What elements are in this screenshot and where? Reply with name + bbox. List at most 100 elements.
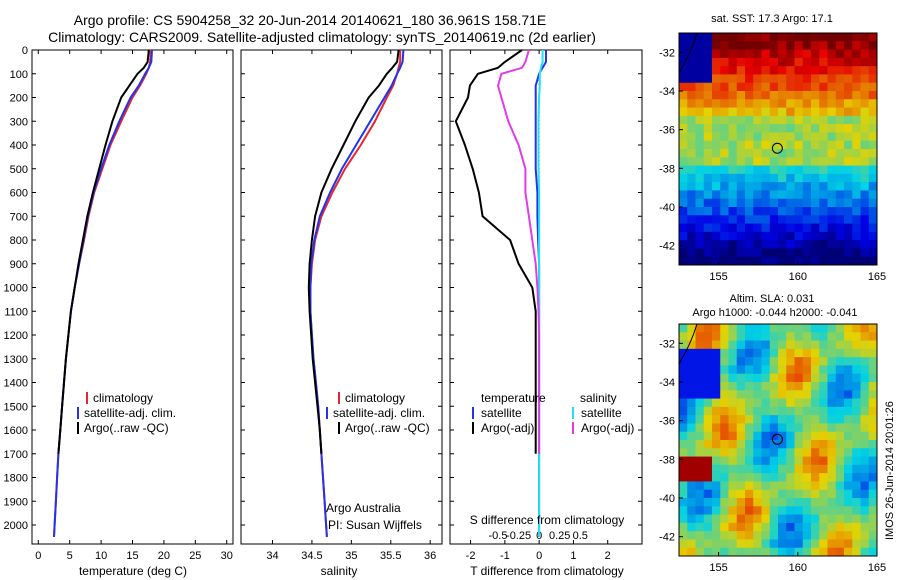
heatmap-cell — [712, 66, 721, 75]
heatmap-cell — [794, 190, 804, 200]
heatmap-cell — [835, 207, 845, 216]
heatmap-cell — [835, 514, 845, 524]
heatmap-cell — [827, 115, 837, 125]
heatmap-cell — [860, 157, 870, 167]
heatmap-cell — [852, 115, 861, 125]
map-y-tick-label: -38 — [659, 454, 675, 466]
heatmap-cell — [811, 215, 820, 225]
heatmap-cell — [720, 332, 729, 342]
heatmap-cell — [679, 448, 688, 458]
heatmap-cell — [827, 332, 837, 342]
heatmap-cell — [761, 57, 771, 67]
heatmap-cell — [703, 473, 713, 482]
heatmap-cell — [703, 248, 713, 258]
heatmap-cell — [794, 332, 804, 342]
heatmap-cell — [728, 149, 738, 158]
heatmap-cell — [769, 66, 779, 75]
heatmap-cell — [794, 481, 804, 491]
heatmap-cell — [720, 99, 729, 109]
heatmap-cell — [827, 440, 837, 449]
y-tick-label: 1400 — [4, 378, 28, 390]
heatmap-cell — [835, 464, 845, 474]
temperature-xlabel: temperature (deg C) — [79, 564, 187, 578]
heatmap-cell — [703, 82, 713, 92]
heatmap-cell — [695, 481, 705, 491]
heatmap-cell — [778, 390, 787, 400]
sst-map-frame — [678, 32, 878, 266]
heatmap-cell — [712, 448, 721, 458]
heatmap-cell — [868, 91, 878, 100]
heatmap-cell — [835, 49, 845, 59]
y-tick-label: 700 — [10, 211, 28, 223]
heatmap-cell — [794, 74, 804, 84]
heatmap-cell — [712, 74, 721, 84]
heatmap-cell — [852, 382, 861, 391]
heatmap-cell — [703, 231, 713, 241]
y-tick-label: 800 — [10, 235, 28, 247]
heatmap-cell — [679, 173, 688, 183]
heatmap-cell — [679, 33, 688, 42]
heatmap-cell — [794, 398, 804, 408]
map-y-tick-label: -42 — [659, 241, 675, 253]
heatmap-cell — [769, 107, 779, 117]
heatmap-cell — [802, 198, 812, 208]
heatmap-cell — [802, 223, 812, 233]
heatmap-cell — [687, 33, 696, 42]
heatmap-cell — [778, 357, 787, 366]
heatmap-cell — [786, 49, 795, 59]
heatmap-cell — [835, 348, 845, 358]
series-line-argo_s — [497, 49, 541, 454]
heatmap-cell — [753, 365, 762, 375]
heatmap-cell — [786, 382, 795, 391]
heatmap-cell — [802, 91, 812, 100]
heatmap-cell — [769, 514, 779, 524]
heatmap-cell — [827, 398, 837, 408]
heatmap-cell — [687, 398, 696, 408]
heatmap-cell — [687, 74, 696, 84]
heatmap-cell — [720, 149, 729, 158]
heatmap-cell — [736, 173, 746, 183]
heatmap-cell — [745, 182, 754, 191]
heatmap-cell — [819, 231, 828, 241]
heatmap-cell — [860, 365, 870, 375]
heatmap-cell — [811, 506, 820, 516]
heatmap-cell — [868, 406, 878, 416]
heatmap-cell — [736, 373, 746, 383]
heatmap-cell — [860, 33, 870, 42]
heatmap-cell — [712, 373, 721, 383]
heatmap-cell — [769, 398, 779, 408]
heatmap-cell — [679, 215, 688, 225]
heatmap-cell — [786, 157, 795, 167]
heatmap-cell — [736, 531, 746, 540]
heatmap-cell — [860, 464, 870, 474]
heatmap-cell — [844, 207, 853, 216]
heatmap-cell — [679, 406, 688, 416]
heatmap-cell — [844, 481, 853, 491]
heatmap-cell — [679, 165, 688, 175]
heatmap-cell — [720, 182, 729, 191]
heatmap-cell — [811, 456, 820, 466]
heatmap-cell — [802, 340, 812, 350]
heatmap-cell — [819, 82, 828, 92]
x-tick-label: 25 — [189, 550, 201, 562]
heatmap-cell — [860, 240, 870, 249]
heatmap-cell — [761, 33, 771, 42]
heatmap-cell — [687, 357, 696, 366]
heatmap-cell — [761, 82, 771, 92]
heatmap-cell — [769, 198, 779, 208]
heatmap-cell — [736, 248, 746, 258]
heatmap-cell — [868, 74, 878, 84]
heatmap-cell — [802, 398, 812, 408]
heatmap-cell — [844, 489, 853, 499]
heatmap-cell — [687, 390, 696, 400]
heatmap-cell — [761, 481, 771, 491]
heatmap-cell — [827, 223, 837, 233]
heatmap-cell — [778, 248, 787, 258]
heatmap-cell — [868, 157, 878, 167]
heatmap-cell — [703, 256, 713, 266]
heatmap-cell — [712, 256, 721, 266]
heatmap-cell — [712, 223, 721, 233]
heatmap-cell — [712, 124, 721, 133]
y-tick-label: 500 — [10, 164, 28, 176]
heatmap-cell — [753, 506, 762, 516]
